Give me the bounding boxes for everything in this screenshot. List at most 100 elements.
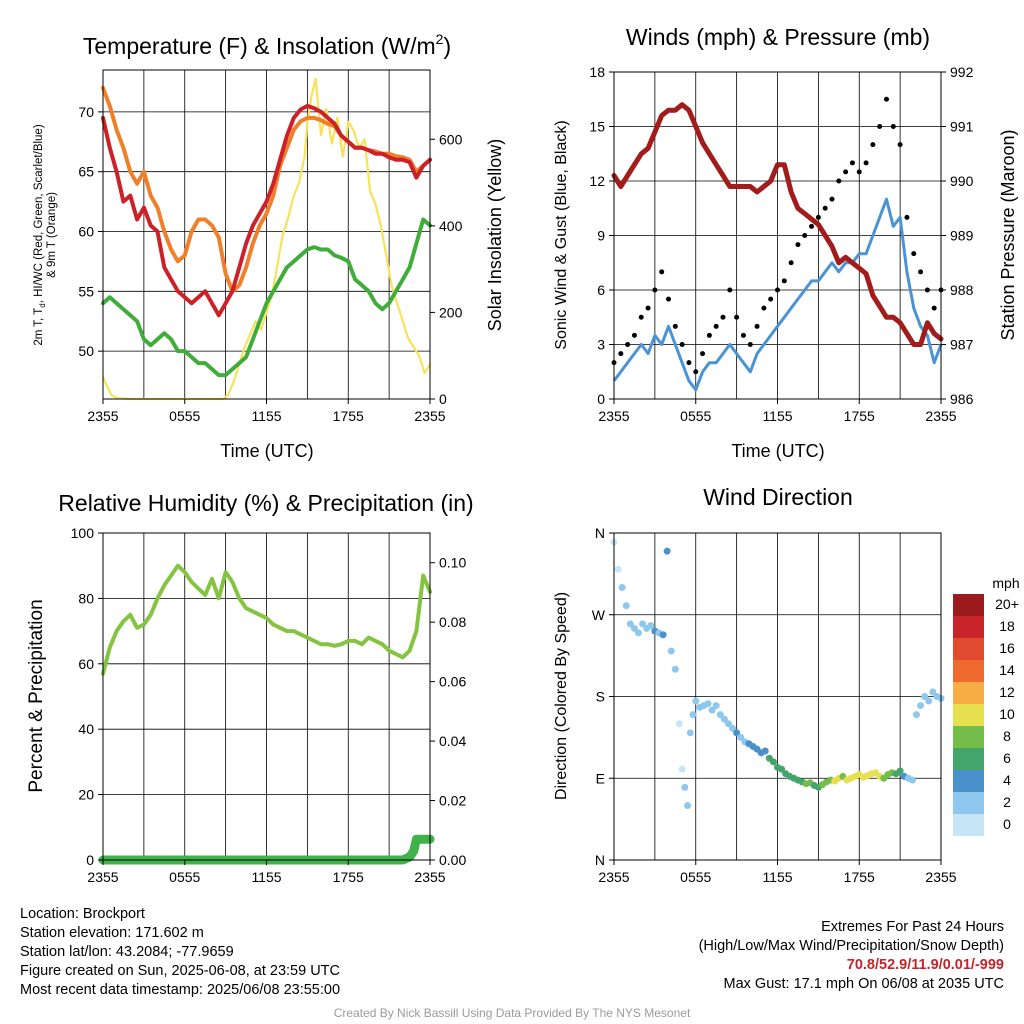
- y2-tick-label: 0.04: [439, 733, 466, 749]
- y2-tick-label: 987: [950, 337, 974, 353]
- gust-point: [645, 305, 651, 311]
- gust-point: [897, 142, 903, 148]
- colorbar-label: 4: [1003, 772, 1011, 788]
- wind-direction-point: [712, 702, 720, 710]
- humidity-x-ticks: 2355 0555 1155 1755 2355: [87, 860, 446, 885]
- y-tick-label: S: [596, 689, 605, 705]
- x-tick-label: 0555: [680, 869, 711, 885]
- x-tick-label: 0555: [169, 408, 200, 424]
- y-tick-label: 18: [589, 64, 605, 80]
- y2-tick-label: 990: [950, 173, 974, 189]
- wind-direction-point: [630, 624, 638, 632]
- y-tick-label: 80: [78, 590, 94, 606]
- wind-direction-point: [675, 720, 683, 728]
- colorbar-swatch: [953, 682, 984, 704]
- station-latlon: Station lat/lon: 43.2084; -77.9659: [20, 944, 234, 960]
- wind-direction-point: [692, 697, 700, 705]
- gust-point: [822, 205, 828, 211]
- wind-direction-point: [647, 622, 655, 630]
- colorbar-label: 18: [999, 618, 1015, 634]
- wind-direction-point: [778, 765, 786, 773]
- station-info: Location: Brockport Station elevation: 1…: [20, 905, 340, 1000]
- y2-tick-label: 989: [950, 228, 974, 244]
- gust-point: [652, 287, 658, 293]
- wind-direction-point: [921, 693, 929, 700]
- wind-direction-point: [912, 711, 920, 719]
- wind-direction-point: [678, 765, 686, 773]
- winds-y-ticks: 0 3 6 9 12 15 18: [589, 64, 614, 407]
- winds-chart-title: Winds (mph) & Pressure (mb): [626, 24, 930, 50]
- y-tick-label: 20: [78, 787, 94, 803]
- y-tick-label: N: [595, 525, 605, 541]
- winds-y2-ticks: 986 987 988 989 990 991 992: [941, 64, 974, 407]
- x-tick-label: 0555: [169, 869, 200, 885]
- gust-point: [863, 160, 869, 166]
- gust-point: [795, 242, 801, 248]
- winds-y-axis-label: Sonic Wind & Gust (Blue, Black): [553, 120, 570, 349]
- gust-point: [734, 314, 740, 320]
- credit-line: Created By Nick Bassill Using Data Provi…: [333, 1006, 691, 1020]
- winds-panel: Winds (mph) & Pressure (mb) 2355 0555 1155…: [553, 24, 1018, 461]
- winds-x-ticks: 2355 0555 1155 1755 2355: [598, 399, 957, 424]
- y-tick-label: 60: [78, 656, 94, 672]
- gust-point: [911, 251, 917, 257]
- x-tick-label: 1155: [251, 408, 281, 424]
- y2-tick-label: 0.08: [439, 614, 466, 630]
- wind-direction-point: [639, 620, 647, 628]
- wind-direction-point: [724, 720, 732, 728]
- gust-point: [659, 269, 665, 275]
- gust-point: [836, 178, 842, 184]
- green-temperature-line: [101, 217, 432, 378]
- winds-grid: [614, 72, 941, 399]
- colorbar-label: 8: [1003, 728, 1011, 744]
- gust-point: [631, 332, 637, 338]
- gust-point: [870, 142, 876, 148]
- wind-direction-point: [614, 565, 622, 573]
- gust-point: [720, 314, 726, 320]
- colorbar-label: 20+: [995, 596, 1019, 612]
- gust-point: [877, 124, 883, 129]
- colorbar-label: 12: [999, 684, 1015, 700]
- colorbar-swatch: [953, 814, 984, 836]
- wind-direction-point: [720, 715, 728, 723]
- wind-direction-point: [929, 688, 937, 696]
- y2-tick-label: 0.10: [439, 555, 466, 571]
- x-tick-label: 2355: [925, 408, 956, 424]
- wind-direction-point: [729, 724, 737, 732]
- y2-tick-label: 0.02: [439, 793, 466, 809]
- wind-direction-point: [917, 702, 925, 710]
- temperature-y-axis-label: 2m T, Td, HI/WC (Red, Green, Scarlet/Blu…: [33, 124, 58, 345]
- gust-point: [884, 96, 889, 102]
- wind-direction-point: [635, 629, 643, 637]
- wind-direction-point: [733, 729, 741, 737]
- gust-point: [679, 342, 685, 347]
- winds-y2-axis-label: Station Pressure (Maroon): [998, 129, 1018, 340]
- orange-temperature-line: [101, 85, 432, 294]
- recent-data-timestamp: Most recent data timestamp: 2025/06/08 2…: [20, 982, 341, 998]
- gust-point: [768, 296, 774, 302]
- wind-direction-point: [671, 665, 679, 673]
- y-tick-label: 9: [597, 228, 605, 244]
- svg-text:& 9m T (Orange): & 9m T (Orange): [46, 192, 58, 278]
- humidity-panel: Relative Humidity (%) & Precipitation (i…: [26, 490, 474, 885]
- max-gust: Max Gust: 17.1 mph On 06/08 at 2035 UTC: [723, 976, 1004, 992]
- gust-point: [761, 305, 767, 311]
- wind-direction-point: [908, 776, 916, 784]
- wind-direction-chart-title: Wind Direction: [703, 484, 853, 510]
- temperature-panel: Temperature (F) & Insolation (W/m2) 2355…: [33, 31, 505, 461]
- gust-point: [706, 332, 712, 338]
- y-tick-label: W: [592, 607, 606, 623]
- colorbar-title: mph: [992, 575, 1019, 591]
- humidity-y-ticks: 0 20 40 60 80 100: [71, 525, 103, 868]
- wind-direction-point: [769, 758, 777, 766]
- y-tick-label: 50: [78, 343, 94, 359]
- wind-direction-point: [896, 767, 904, 775]
- x-tick-label: 2355: [414, 408, 445, 424]
- gust-point: [713, 323, 719, 329]
- humidity-grid: [103, 533, 430, 860]
- colorbar-label: 10: [999, 706, 1015, 722]
- wind-direction-point: [681, 783, 689, 791]
- winds-x-axis-label: Time (UTC): [731, 441, 824, 461]
- colorbar-label: 16: [999, 640, 1015, 656]
